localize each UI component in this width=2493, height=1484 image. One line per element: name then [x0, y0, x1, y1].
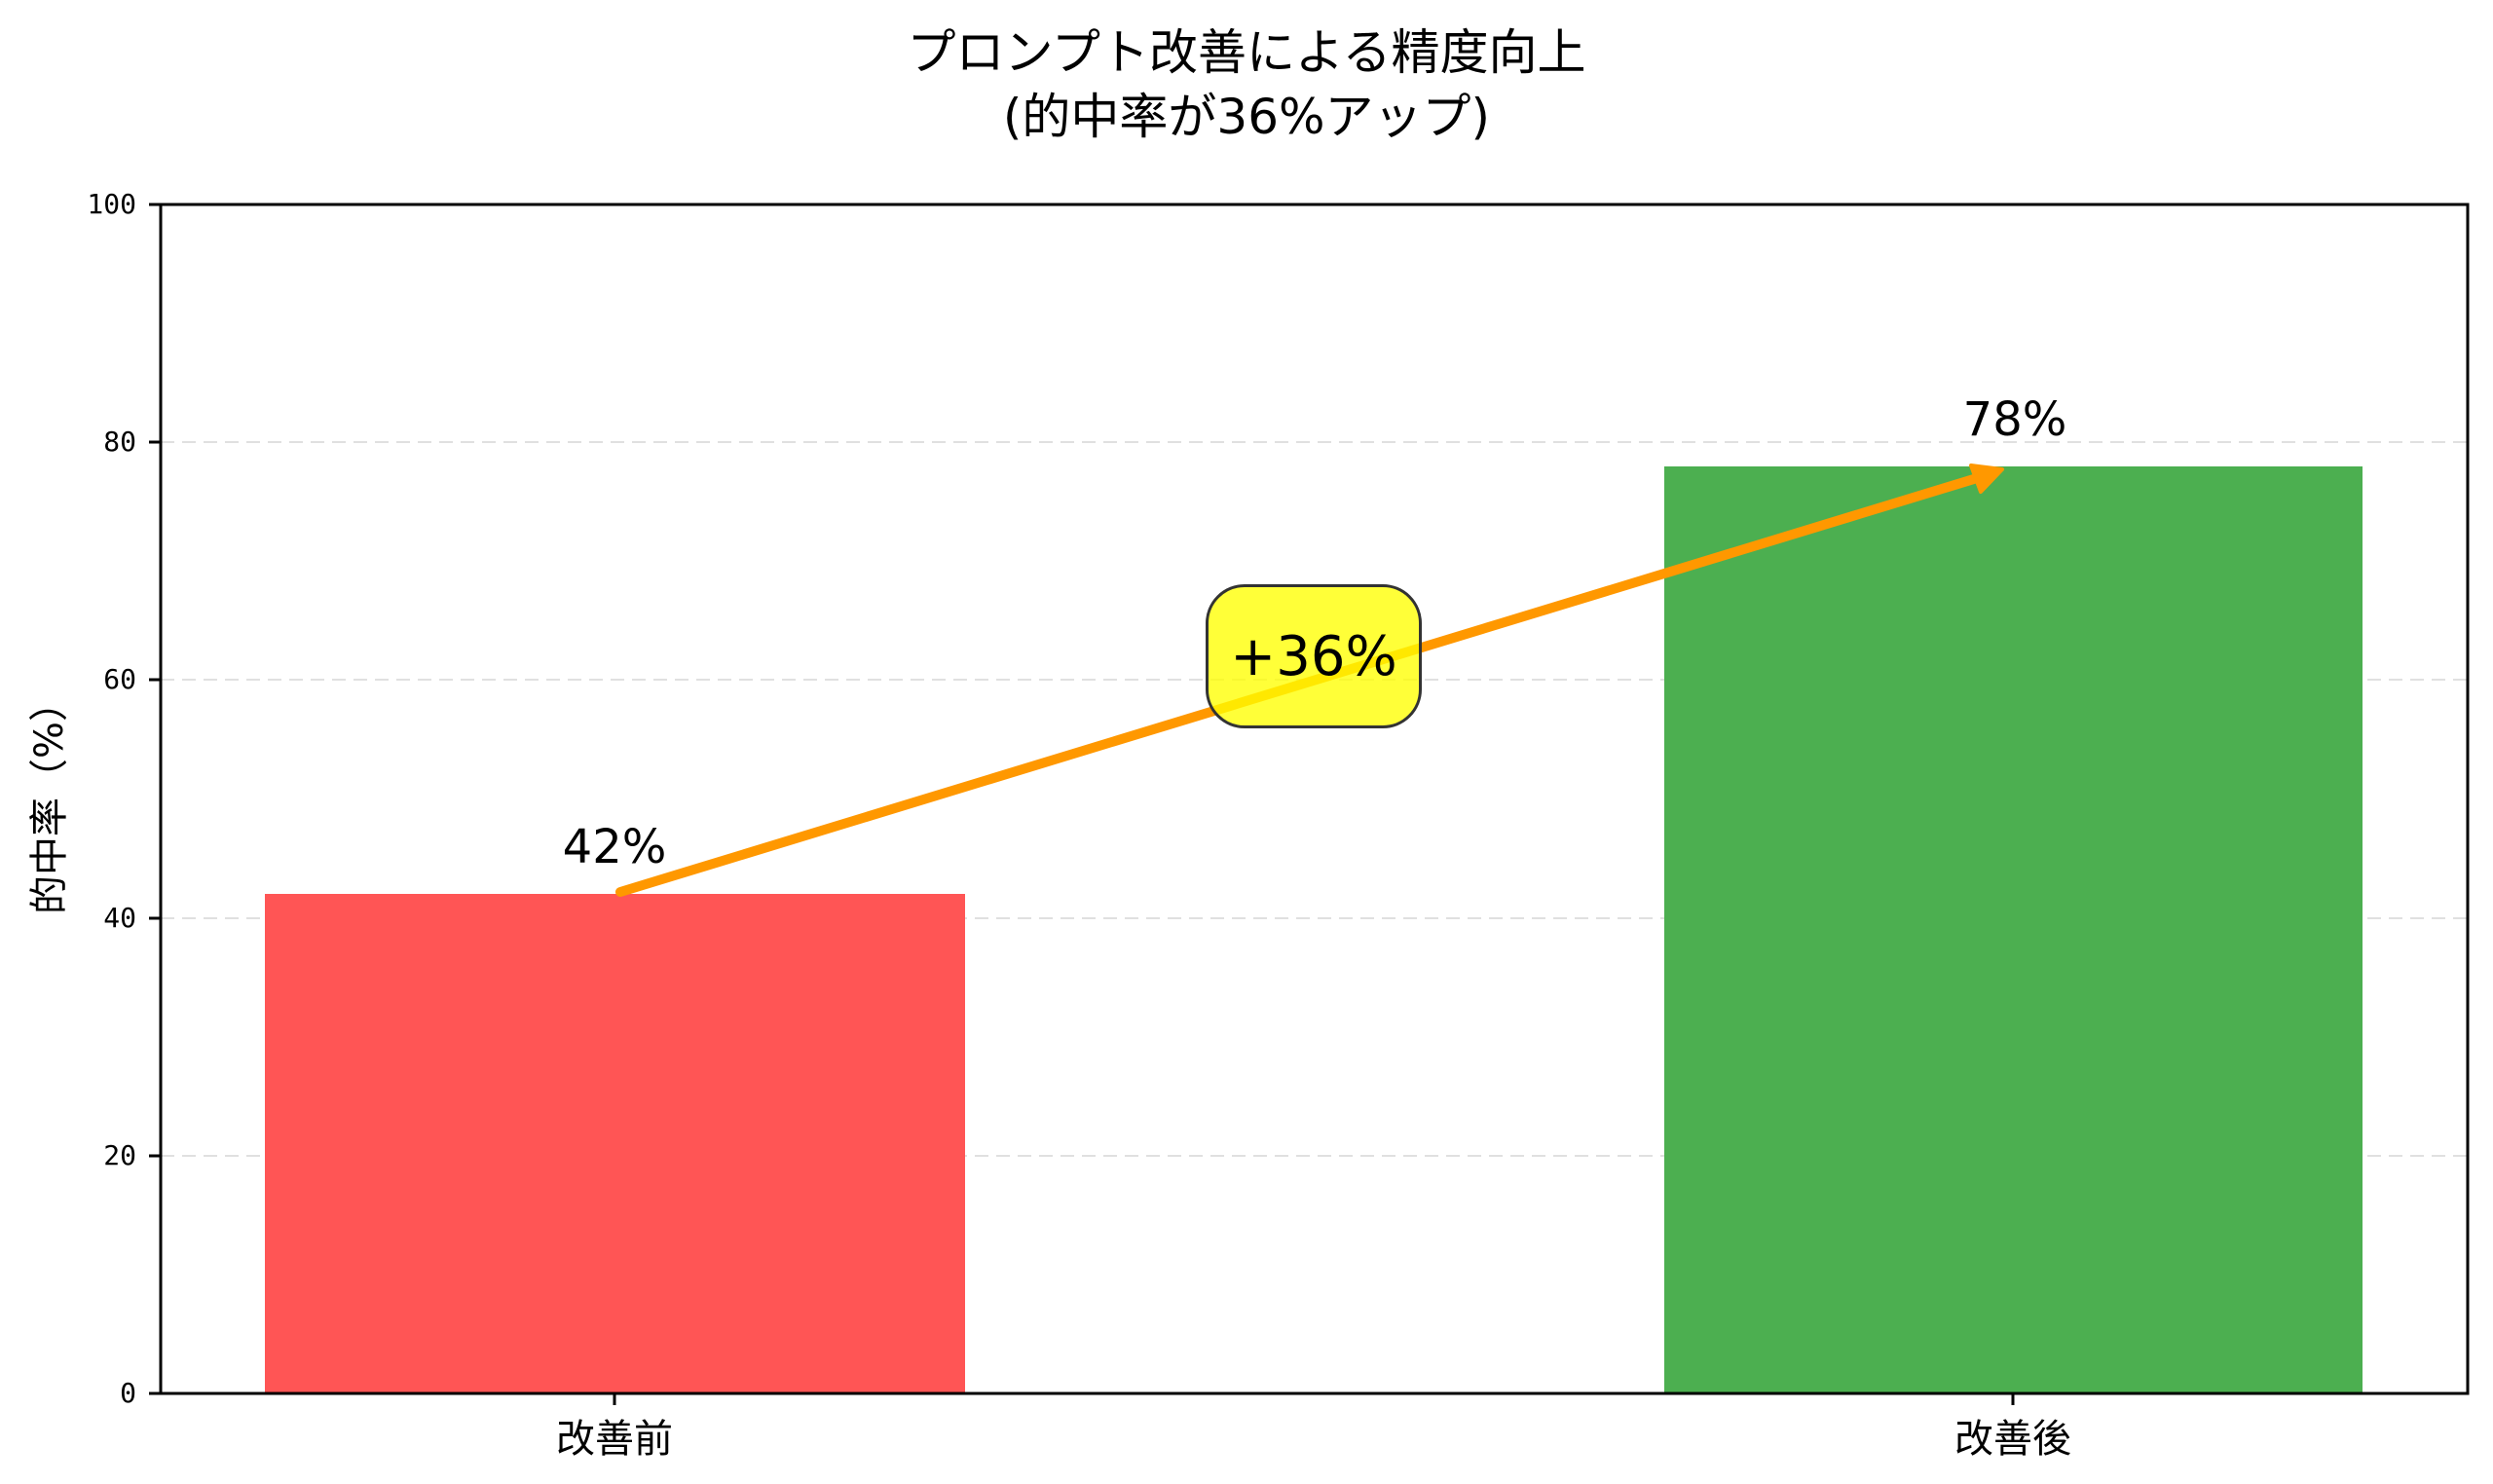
x-tick-label-after: 改善後	[1954, 1417, 2071, 1462]
arrow-head-icon	[1969, 464, 2004, 494]
value-label-before: 42%	[562, 820, 667, 874]
bar-before	[265, 894, 965, 1393]
y-tick-label: 20	[103, 1139, 136, 1171]
x-tick-label-before: 改善前	[556, 1417, 673, 1462]
bar-after	[1664, 466, 2363, 1393]
y-tick-label: 40	[103, 902, 136, 934]
delta-annotation-text: +36%	[1230, 624, 1397, 688]
value-label-after: 78%	[1962, 392, 2067, 447]
y-tick-marks	[149, 203, 161, 1395]
y-tick-label: 100	[87, 188, 136, 220]
y-tick-label: 60	[103, 663, 136, 695]
y-tick-label: 0	[120, 1377, 136, 1409]
chart-title: プロンプト改善による精度向上	[907, 24, 1586, 81]
x-tick-marks	[613, 1393, 2015, 1405]
plot-frame	[159, 203, 2470, 1395]
y-axis-label: 的中率（%）	[27, 682, 72, 915]
chart-subtitle: (的中率が36%アップ)	[1002, 89, 1491, 145]
y-tick-label: 80	[103, 426, 136, 458]
delta-annotation-box: +36%	[1206, 584, 1422, 728]
